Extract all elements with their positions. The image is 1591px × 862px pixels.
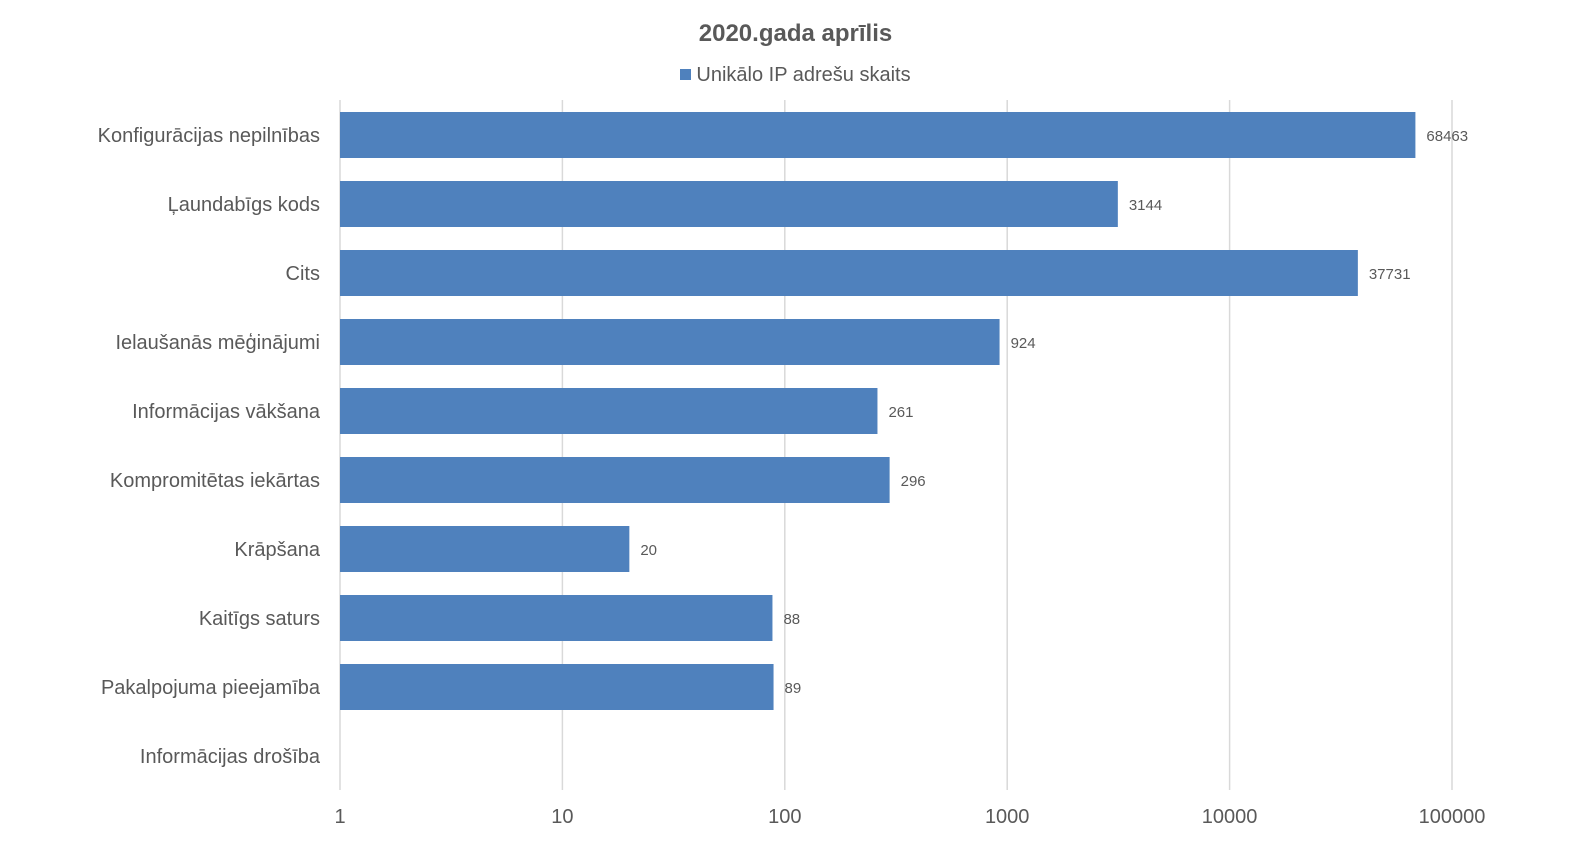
data-label: 68463 — [1426, 128, 1468, 145]
category-label: Informācijas vākšana — [132, 401, 321, 423]
data-label: 261 — [888, 404, 913, 421]
category-label: Krāpšana — [234, 539, 320, 561]
legend-swatch — [680, 69, 692, 80]
category-label: Ielaušanās mēģinājumi — [115, 332, 320, 354]
bar — [340, 595, 773, 641]
x-tick-label-1000: 1000 — [985, 806, 1030, 828]
bar — [340, 664, 774, 710]
category-label: Pakalpojuma pieejamība — [101, 677, 321, 699]
data-label: 89 — [785, 680, 802, 697]
x-tick-label-1: 1 — [334, 806, 345, 828]
bar — [340, 319, 1000, 365]
x-tick-label-100: 100 — [768, 806, 801, 828]
category-label: Kaitīgs saturs — [199, 608, 320, 630]
category-label: Ļaundabīgs kods — [168, 194, 320, 216]
x-tick-label-10: 10 — [551, 806, 573, 828]
legend[interactable]: Unikālo IP adrešu skaits — [0, 64, 1591, 87]
data-label: 3144 — [1129, 197, 1162, 214]
x-tick-label-10000: 10000 — [1202, 806, 1258, 828]
data-label: 20 — [640, 542, 657, 559]
category-label: Kompromitētas iekārtas — [110, 470, 320, 492]
legend-label: Unikālo IP adrešu skaits — [696, 64, 911, 86]
bar — [340, 526, 630, 572]
category-label: Konfigurācijas nepilnības — [98, 125, 320, 147]
bar — [340, 181, 1118, 227]
chart-title: 2020.gada aprīlis — [698, 20, 893, 47]
bar — [340, 250, 1358, 296]
x-tick-label-100000: 100000 — [1419, 806, 1486, 828]
data-label: 37731 — [1369, 266, 1411, 283]
category-label: Cits — [286, 263, 320, 285]
bar — [340, 388, 878, 434]
category-label: Informācijas drošība — [140, 746, 321, 768]
data-label: 296 — [901, 473, 926, 490]
bar — [340, 112, 1416, 158]
data-label: 88 — [783, 611, 800, 628]
data-label: 924 — [1011, 335, 1036, 352]
bar — [340, 457, 890, 503]
